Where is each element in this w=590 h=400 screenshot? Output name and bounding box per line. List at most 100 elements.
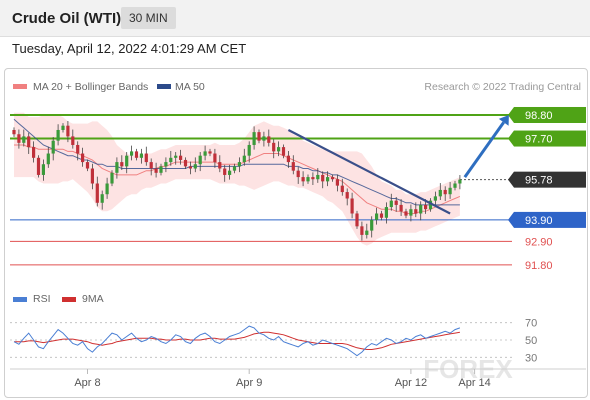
level-label-91.80: 91.80 — [525, 260, 553, 272]
candle-body — [90, 168, 94, 184]
candle-body — [375, 213, 379, 220]
level-label-95.78: 95.78 — [525, 175, 553, 187]
candle-body — [272, 142, 276, 152]
candle-body — [232, 166, 237, 171]
candle-body — [394, 200, 398, 205]
level-badge-pointer — [508, 211, 514, 228]
forecast-arrow-shaft — [463, 121, 505, 178]
candle-body — [340, 185, 344, 193]
candle-body — [252, 132, 256, 145]
level-badge-93.90 — [514, 211, 586, 228]
x-tick-label: Apr 8 — [74, 377, 100, 389]
candle-body — [115, 162, 119, 173]
candle-body — [257, 132, 261, 141]
candle-body — [125, 155, 129, 167]
legend-ma50-label: MA 50 — [175, 81, 205, 93]
candle-body — [301, 177, 305, 182]
legend-ma20-label: MA 20 + Bollinger Bands — [33, 81, 148, 93]
price-plot: 98.80 97.70 95.78 93.90 92.90 91.80 — [10, 106, 586, 272]
candle-body — [46, 153, 50, 165]
candle-body — [321, 174, 325, 182]
candle-body — [365, 230, 369, 235]
candle-body — [286, 155, 290, 163]
candle-body — [424, 204, 428, 210]
candle-body — [296, 170, 300, 178]
candle-body — [159, 166, 163, 173]
candle-body — [316, 174, 320, 180]
candle-body — [154, 168, 158, 173]
candle-body — [76, 144, 80, 154]
candle-body — [306, 177, 310, 182]
level-label-98.80: 98.80 — [525, 110, 553, 122]
chart-frame — [4, 68, 588, 398]
candle-body — [428, 200, 433, 210]
legend-ma50-swatch — [157, 84, 171, 89]
rsi-tick-30: 30 — [525, 352, 537, 364]
legend-rsi-swatch — [13, 297, 27, 302]
level-badge-97.70 — [514, 130, 586, 147]
level-badge-98.80 — [514, 106, 586, 123]
chart-header: Crude Oil (WTI) 30 MIN — [0, 0, 590, 37]
candle-body — [188, 166, 192, 169]
rsi-tick-70: 70 — [525, 318, 537, 330]
candle-body — [17, 134, 21, 143]
candle-body — [193, 164, 197, 169]
candle-body — [291, 162, 295, 171]
candle-body — [203, 151, 207, 156]
candle-body — [326, 177, 330, 182]
candle-body — [242, 155, 246, 163]
bollinger-band — [14, 112, 460, 246]
candle-body — [433, 196, 437, 201]
candle-body — [100, 194, 104, 203]
legend-rsi-label: RSI — [33, 293, 51, 305]
x-tick-label: Apr 14 — [458, 377, 490, 389]
candle-body — [399, 204, 403, 212]
candle-body — [409, 209, 413, 216]
forecast-arrow-head — [498, 114, 509, 126]
candle-body — [144, 153, 148, 163]
candle-body — [443, 189, 447, 195]
main-legend: MA 20 + Bollinger Bands MA 50 — [13, 81, 205, 93]
candle-body — [41, 164, 45, 175]
candle-body — [237, 162, 241, 167]
candle-body — [149, 162, 153, 169]
level-badge-pointer — [508, 171, 514, 188]
research-credit: Research © 2022 Trading Central — [424, 81, 581, 93]
candle-body — [169, 157, 173, 163]
rsi-tick-50: 50 — [525, 335, 537, 347]
candle-body — [262, 136, 266, 141]
candle-body — [27, 136, 31, 148]
timeframe-badge[interactable]: 30 MIN — [121, 7, 176, 29]
candle-body — [355, 213, 359, 227]
candle-body — [174, 155, 178, 158]
level-badge-pointer — [508, 130, 514, 147]
candle-body — [379, 213, 384, 218]
x-tick-label: Apr 12 — [395, 377, 427, 389]
candle-body — [61, 125, 65, 130]
level-badge-pointer — [508, 106, 514, 123]
candle-body — [120, 162, 124, 167]
rsi-legend: RSI 9MA — [13, 293, 104, 305]
candle-body — [208, 151, 212, 154]
level-label-92.90: 92.90 — [525, 236, 553, 248]
candle-body — [277, 147, 281, 152]
candle-body — [350, 198, 354, 214]
rsi-line — [13, 325, 461, 357]
x-tick-label: Apr 9 — [236, 377, 262, 389]
report-datetime: Tuesday, April 12, 2022 4:01:29 AM CET — [12, 41, 247, 56]
trendline — [287, 128, 451, 215]
candle-body — [458, 179, 462, 184]
candle-body — [404, 211, 408, 216]
candle-body — [360, 226, 364, 235]
candle-body — [247, 144, 251, 156]
candle-body — [228, 170, 232, 175]
candle-body — [36, 157, 41, 175]
candle-body — [218, 162, 222, 169]
candle-body — [134, 151, 139, 158]
candle-body — [95, 183, 99, 203]
candle-body — [12, 129, 16, 135]
candle-body — [370, 219, 374, 231]
candle-body — [389, 200, 393, 208]
candle-body — [164, 162, 168, 167]
